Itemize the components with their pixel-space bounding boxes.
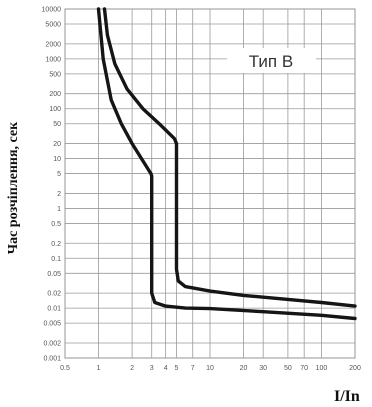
y-tick-label: 0.002 <box>43 340 61 347</box>
x-tick-label: 1 <box>97 365 101 372</box>
x-tick-label: 5 <box>174 365 178 372</box>
y-tick-label: 0.1 <box>51 256 61 263</box>
y-tick-label: 2000 <box>45 41 61 48</box>
x-tick-label: 4 <box>164 365 168 372</box>
x-tick-label: 7 <box>191 365 195 372</box>
x-tick-label: 0.5 <box>60 365 70 372</box>
y-tick-label: 20 <box>53 141 61 148</box>
x-tick-label: 200 <box>349 365 361 372</box>
x-tick-label: 3 <box>150 365 154 372</box>
y-tick-label: 0.005 <box>43 321 61 328</box>
y-tick-label: 10 <box>53 156 61 163</box>
x-tick-label: 20 <box>240 365 248 372</box>
y-tick-label: 10000 <box>42 7 62 14</box>
y-tick-label: 2 <box>57 191 61 198</box>
y-tick-label: 1000 <box>45 56 61 63</box>
legend-label: Тип В <box>249 52 293 71</box>
y-tick-label: 50 <box>53 121 61 128</box>
y-tick-label: 0.2 <box>51 241 61 248</box>
y-tick-label: 0.01 <box>47 306 61 313</box>
x-tick-label: 10 <box>206 365 214 372</box>
tick-labels: 0.5 1 2 3 4 5 7 10 20 30 50 70 100 200100005000200010… <box>42 7 361 373</box>
curves <box>96 7 357 321</box>
y-tick-label: 500 <box>49 71 61 78</box>
y-tick-label: 100 <box>49 106 61 113</box>
legend-box: Тип В <box>227 48 316 73</box>
x-tick-label: 30 <box>259 365 267 372</box>
y-tick-label: 0.05 <box>47 271 61 278</box>
x-tick-label: 70 <box>300 365 308 372</box>
y-tick-label: 200 <box>49 91 61 98</box>
y-tick-label: 5000 <box>45 22 61 29</box>
x-tick-label: 50 <box>284 365 292 372</box>
x-axis-label: I/In <box>334 388 360 405</box>
y-tick-label: 0.02 <box>47 291 61 298</box>
y-tick-label: 1 <box>57 206 61 213</box>
y-axis-label: Час розчіплення, сек <box>6 121 21 254</box>
y-tick-label: 5 <box>57 171 61 178</box>
x-tick-label: 100 <box>316 365 328 372</box>
y-tick-label: 0.001 <box>43 356 61 363</box>
trip-curve-line <box>96 7 357 321</box>
y-tick-label: 0.5 <box>51 221 61 228</box>
trip-curve-line <box>102 7 357 308</box>
x-tick-label: 2 <box>130 365 134 372</box>
